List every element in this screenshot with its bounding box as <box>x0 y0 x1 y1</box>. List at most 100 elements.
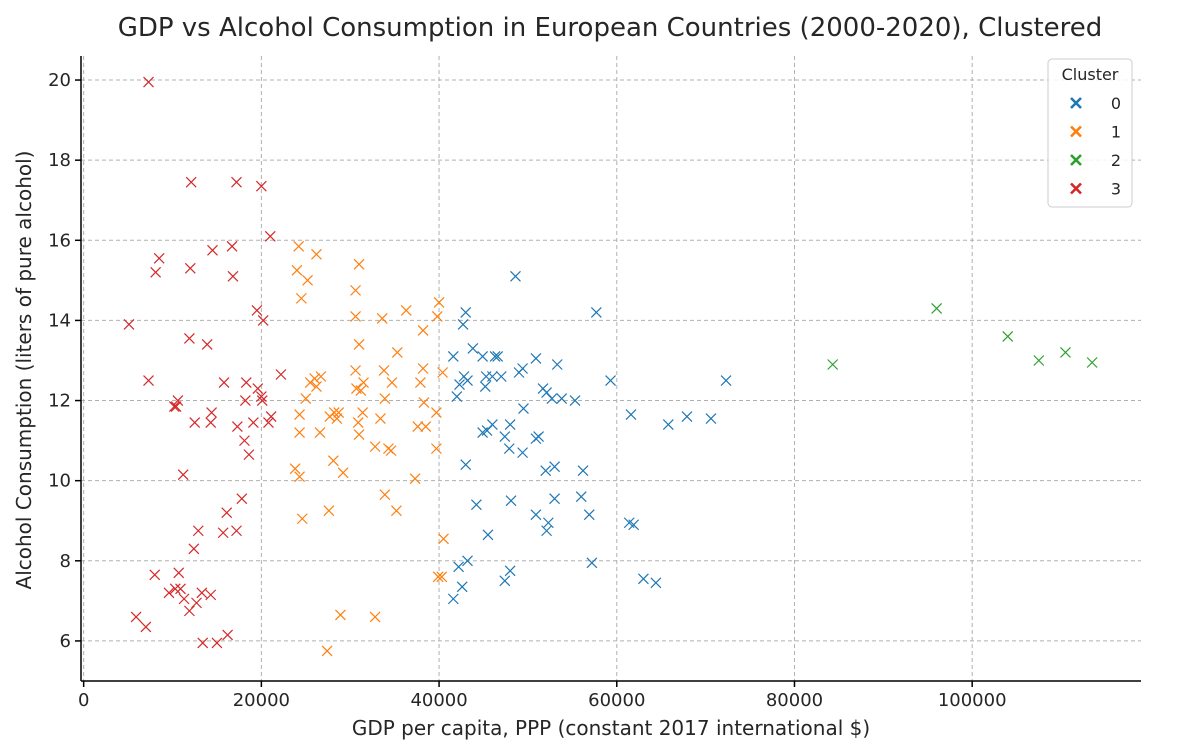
data-point-cluster-0 <box>533 431 545 443</box>
data-point-cluster-1 <box>295 292 307 304</box>
data-point-cluster-3 <box>255 180 267 192</box>
data-point-cluster-0 <box>577 465 589 477</box>
data-point-cluster-1 <box>328 407 340 418</box>
data-point-cluster-0 <box>638 573 649 585</box>
data-point-cluster-3 <box>175 583 186 595</box>
data-point-cluster-0 <box>447 593 459 605</box>
data-point-cluster-3 <box>205 417 217 429</box>
data-point-cluster-0 <box>510 270 521 282</box>
data-point-cluster-3 <box>247 417 259 429</box>
data-point-cluster-2 <box>1002 331 1014 342</box>
data-point-cluster-3 <box>231 525 242 537</box>
data-point-cluster-1 <box>300 393 312 404</box>
data-point-cluster-0 <box>460 459 472 471</box>
legend-label-2: 2 <box>1111 151 1121 170</box>
data-point-cluster-3 <box>206 407 218 418</box>
data-point-cluster-3 <box>192 525 204 537</box>
data-point-cluster-0 <box>549 461 561 473</box>
data-point-cluster-0 <box>451 391 463 402</box>
data-point-cluster-1 <box>369 611 381 623</box>
data-point-cluster-1 <box>350 310 361 322</box>
data-point-cluster-1 <box>350 365 361 376</box>
data-point-cluster-3 <box>191 597 202 609</box>
data-point-cluster-1 <box>353 429 365 441</box>
data-point-cluster-3 <box>231 421 243 433</box>
data-point-cluster-1 <box>436 571 448 583</box>
data-point-cluster-3 <box>226 240 238 252</box>
data-point-cluster-1 <box>400 304 412 316</box>
data-point-cluster-1 <box>417 325 429 336</box>
data-point-cluster-1 <box>304 377 316 388</box>
data-point-cluster-1 <box>379 393 391 404</box>
legend-label-3: 3 <box>1111 180 1121 199</box>
data-point-cluster-1 <box>390 505 402 517</box>
data-point-cluster-3 <box>149 569 161 581</box>
data-point-cluster-3 <box>184 262 196 274</box>
y-tick-label: 8 <box>60 551 71 572</box>
data-point-cluster-0 <box>504 565 516 577</box>
data-point-cluster-1 <box>375 413 386 425</box>
data-point-cluster-3 <box>265 411 277 423</box>
data-point-cluster-0 <box>650 577 662 589</box>
x-axis-label: GDP per capita, PPP (constant 2017 inter… <box>352 716 870 740</box>
data-point-cluster-0 <box>447 351 459 362</box>
data-point-cluster-0 <box>457 319 469 330</box>
data-point-cluster-3 <box>196 587 208 599</box>
data-point-cluster-1 <box>315 371 327 382</box>
data-point-cluster-1 <box>391 347 403 358</box>
data-point-cluster-3 <box>189 417 201 429</box>
data-point-cluster-1 <box>314 427 326 439</box>
y-tick-label: 16 <box>48 230 71 251</box>
data-point-cluster-1 <box>432 571 444 583</box>
data-point-cluster-3 <box>256 395 268 406</box>
data-point-cluster-0 <box>513 367 525 378</box>
data-point-cluster-0 <box>569 395 581 406</box>
data-point-cluster-0 <box>586 557 598 569</box>
data-point-cluster-0 <box>499 431 511 443</box>
data-point-cluster-1 <box>327 455 339 467</box>
data-point-cluster-3 <box>130 611 142 623</box>
data-point-cluster-3 <box>183 333 195 344</box>
data-point-cluster-0 <box>505 495 517 507</box>
data-point-cluster-1 <box>294 427 305 439</box>
data-point-cluster-0 <box>551 359 563 370</box>
data-point-cluster-1 <box>350 284 361 296</box>
data-point-cluster-0 <box>662 419 674 431</box>
data-point-cluster-3 <box>264 230 276 242</box>
data-point-cluster-0 <box>720 375 732 386</box>
data-point-cluster-1 <box>335 609 346 621</box>
data-point-cluster-0 <box>590 306 602 318</box>
data-point-cluster-1 <box>311 381 322 392</box>
data-point-cluster-1 <box>296 513 308 525</box>
x-tick-label: 40000 <box>410 690 467 711</box>
data-point-cluster-0 <box>460 306 472 318</box>
y-tick-label: 14 <box>48 310 71 331</box>
legend: Cluster 0 1 2 3 <box>1047 58 1133 208</box>
data-point-cluster-3 <box>252 383 264 394</box>
data-point-cluster-0 <box>575 491 587 503</box>
data-point-cluster-1 <box>311 248 322 260</box>
data-point-cluster-0 <box>556 393 568 404</box>
data-point-cluster-0 <box>456 581 468 593</box>
data-point-cluster-0 <box>477 351 489 362</box>
data-point-cluster-0 <box>628 519 640 531</box>
y-axis-label: Alcohol Consumption (liters of pure alco… <box>12 151 36 590</box>
data-point-cluster-1 <box>385 445 397 457</box>
y-tick-label: 10 <box>48 471 71 492</box>
y-axis-ticks: 6 8 10 12 14 16 18 20 <box>48 70 81 652</box>
data-point-cluster-1 <box>294 471 305 483</box>
data-point-cluster-0 <box>479 381 491 392</box>
data-point-cluster-3 <box>205 589 217 601</box>
data-point-cluster-0 <box>530 509 542 521</box>
data-point-cluster-2 <box>827 359 839 370</box>
data-point-cluster-1 <box>420 421 432 433</box>
data-point-cluster-1 <box>353 258 365 270</box>
data-point-cluster-0 <box>489 351 501 362</box>
data-point-cluster-3 <box>231 176 242 188</box>
data-point-cluster-3 <box>218 377 230 388</box>
data-point-cluster-3 <box>188 543 200 555</box>
data-point-cluster-3 <box>172 395 184 406</box>
data-point-cluster-1 <box>414 377 426 388</box>
data-point-cluster-3 <box>257 314 269 326</box>
